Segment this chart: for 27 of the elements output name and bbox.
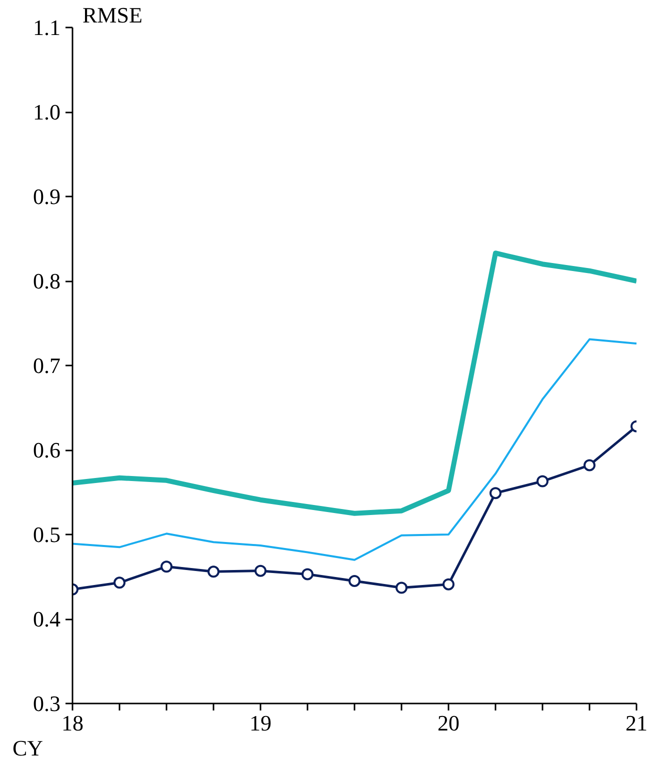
point — [348, 574, 360, 587]
point — [208, 566, 220, 578]
point — [114, 576, 126, 589]
y-tick-label: 0.3 — [33, 691, 60, 716]
x-axis-title: CY — [12, 736, 44, 760]
point — [302, 568, 314, 580]
y-tick-label: 0.6 — [33, 438, 60, 462]
point — [396, 582, 408, 594]
y-tick-label: 0.8 — [33, 268, 60, 294]
y-tick-label: 0.9 — [33, 184, 60, 209]
line-series — [72, 338, 636, 561]
x-tick-label: 18 — [62, 710, 84, 736]
point — [536, 475, 548, 488]
x-tick-label: 20 — [438, 710, 460, 736]
y-axis-title: RMSE — [82, 2, 142, 28]
point — [490, 487, 502, 500]
point — [584, 459, 596, 472]
y-tick-label: 0.5 — [33, 522, 60, 547]
y-tick-label: 0.4 — [33, 606, 60, 632]
x-tick-label: 19 — [250, 710, 272, 736]
point — [160, 560, 172, 573]
x-tick-label: 21 — [626, 710, 648, 736]
y-tick-label: 1.1 — [33, 15, 60, 40]
point — [442, 578, 454, 590]
y-tick-label: 0.7 — [33, 353, 60, 378]
y-tick-label: 1.0 — [33, 100, 60, 124]
point — [254, 564, 266, 577]
